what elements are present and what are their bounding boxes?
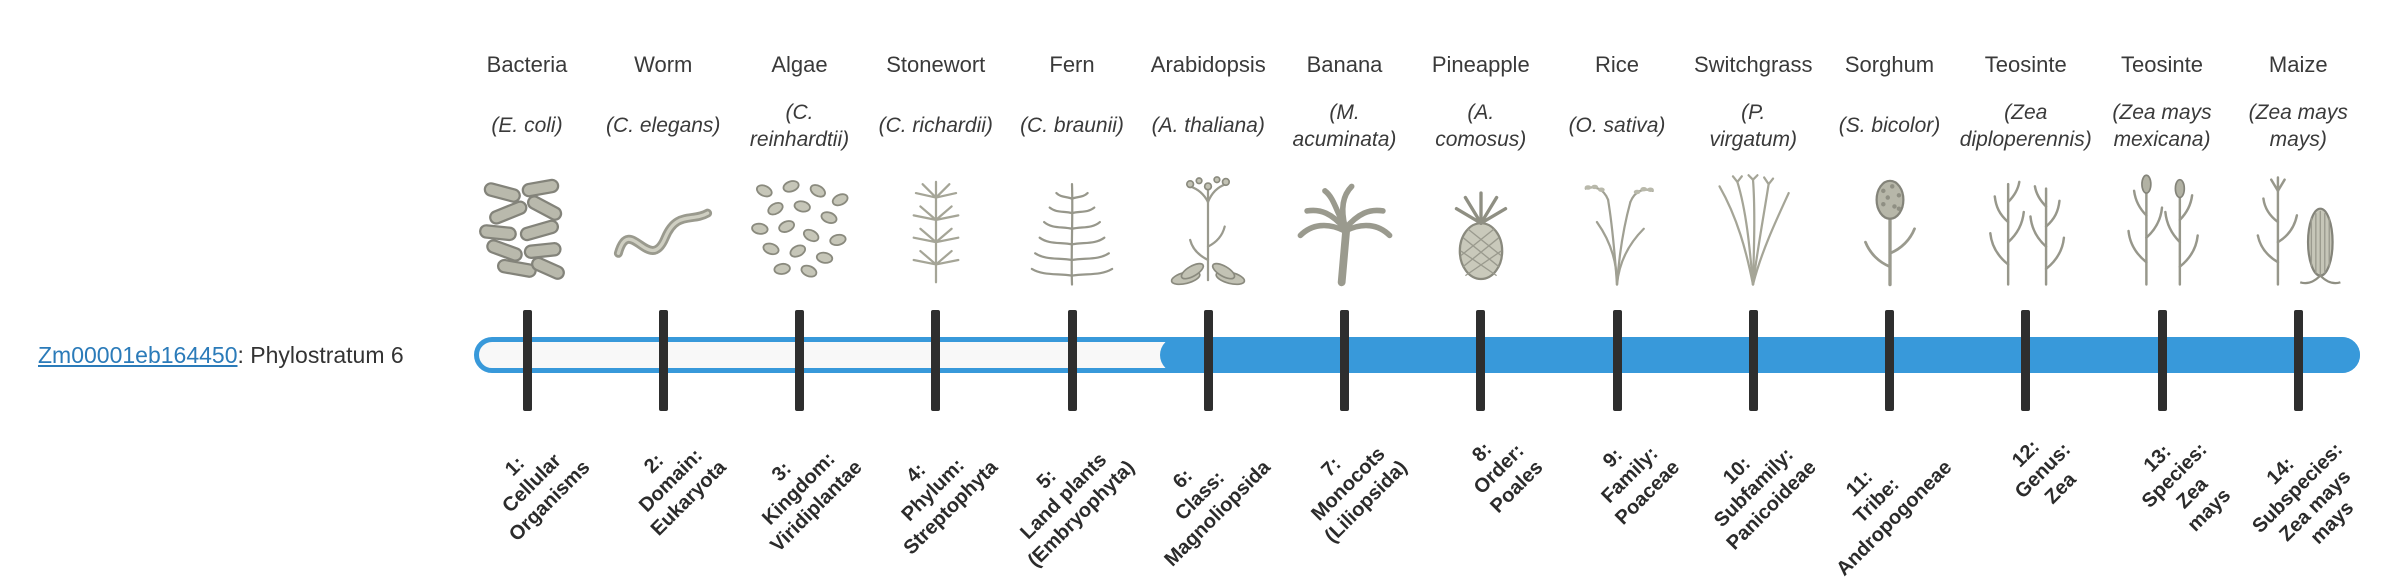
organism-name: Maize <box>2268 52 2328 77</box>
organism-latin-name: (Zea mays mexicana) <box>2112 100 2212 151</box>
phylostratum-tick <box>1748 310 1758 411</box>
phylostratum-tick <box>931 310 941 411</box>
phylostratum-label: 7: Monocots (Liliopsida) <box>1307 443 1412 548</box>
organism-illustration <box>876 172 996 290</box>
organism-illustration <box>2102 172 2222 290</box>
maize-icon <box>2256 176 2341 286</box>
organism-name: Worm <box>634 52 693 77</box>
teosinte-diploperennis-icon <box>1988 180 2065 286</box>
phylostratum-label: 12: Genus: Zea <box>2007 435 2081 509</box>
organism-name: Teosinte <box>2121 52 2203 77</box>
organism-latin-name: (C. braunii) <box>1020 114 1124 138</box>
worm-icon <box>614 208 713 258</box>
rice-icon <box>1584 184 1654 286</box>
organism-latin-name: (P. virgatum) <box>1709 100 1798 151</box>
organism-latin-name: (E. coli) <box>491 114 563 138</box>
organism-illustration <box>1421 172 1541 290</box>
phylostratum-tick <box>2293 310 2303 411</box>
banana-icon <box>1297 183 1392 287</box>
organism-latin-name: (C. richardii) <box>878 114 993 138</box>
phylostratum-tick <box>1203 310 1213 411</box>
organism-latin-name: (Zea mays mays) <box>2248 100 2348 151</box>
teosinte-mexicana-icon <box>2127 174 2199 286</box>
phylostratum-label: 8: Order: Poales <box>1468 438 1548 518</box>
organism-illustration <box>603 172 723 290</box>
phylostratum-tick <box>1885 310 1894 411</box>
phylostratum-tick <box>795 310 804 411</box>
gene-link[interactable]: Zm00001eb164450 <box>38 342 238 368</box>
organism-name: Arabidopsis <box>1150 52 1266 77</box>
fern-icon <box>1030 183 1114 286</box>
phylostratum-label: 10: Subfamily: Panicoideae <box>1709 444 1821 555</box>
organism-illustration <box>1693 172 1813 290</box>
organism-name: Switchgrass <box>1693 52 1813 77</box>
organism-illustration <box>467 172 587 290</box>
phylostratum-label: 1: Cellular Organisms <box>498 449 594 546</box>
organism-name: Sorghum <box>1844 52 1935 77</box>
phylostratum-label: 14: Subspecies: Zea mays mays <box>2248 438 2359 549</box>
phylostratum-label: 3: Kingdom: Viridiplantae <box>758 448 867 557</box>
phylostratum-tick <box>1476 310 1486 411</box>
phylostratum-label: 13: Species: Zea mays <box>2137 438 2235 537</box>
gene-label: Zm00001eb164450: Phylostratum 6 <box>38 341 404 370</box>
organism-name: Stonewort <box>886 52 986 77</box>
organism-illustration <box>740 172 860 290</box>
phylostratum-label: 4: Phylum: Streptophyta <box>898 454 1003 559</box>
organism-latin-name: (C. reinhardtii) <box>749 100 850 151</box>
organism-illustration <box>1966 172 2086 290</box>
phylostratum-label: 11: Tribe: Andropogoneae <box>1832 456 1957 580</box>
phylostratum-label: 9: Family: Poaceae <box>1597 442 1684 530</box>
phylostratum-tick <box>522 310 532 411</box>
organism-name: Algae <box>771 52 828 77</box>
phylostratum-tick <box>1067 310 1077 411</box>
organism-name: Bacteria <box>486 52 568 77</box>
organism-illustration <box>1148 172 1268 290</box>
organism-latin-name: (A. thaliana) <box>1151 114 1265 138</box>
bacteria-icon <box>479 178 565 280</box>
organism-name: Pineapple <box>1431 52 1530 77</box>
phylostratum-tick <box>1612 310 1622 411</box>
organism-latin-name: (Zea diploperennis) <box>1959 100 2092 151</box>
algae-icon <box>750 180 848 278</box>
organism-illustration <box>1830 172 1950 290</box>
organism-latin-name: (S. bicolor) <box>1838 114 1941 138</box>
organism-latin-name: (O. sativa) <box>1568 114 1666 138</box>
organism-latin-name: (C. elegans) <box>606 114 721 138</box>
phylostratum-tick <box>2157 310 2167 411</box>
phylostratum-label: 5: Land plants (Embryophyta) <box>1016 449 1139 572</box>
arabidopsis-icon <box>1170 176 1246 286</box>
organism-illustration <box>1012 172 1132 290</box>
pineapple-icon <box>1454 191 1507 281</box>
organism-illustration <box>1285 172 1405 290</box>
stonewort-icon <box>912 180 960 284</box>
phylostratum-tick <box>1340 310 1349 411</box>
phylostratum-tick <box>658 310 668 411</box>
gene-suffix: : Phylostratum 6 <box>237 342 404 368</box>
phylostratum-label: 6: Class: Magnoliopsida <box>1160 456 1276 571</box>
organism-illustration <box>1557 172 1677 290</box>
organism-name: Teosinte <box>1984 52 2067 77</box>
organism-name: Fern <box>1049 52 1095 77</box>
sorghum-icon <box>1863 179 1916 287</box>
organism-name: Banana <box>1306 52 1383 77</box>
phylostratum-tick <box>2021 310 2031 411</box>
organism-latin-name: (M. acuminata) <box>1292 100 1397 151</box>
switchgrass-icon <box>1718 174 1791 286</box>
organism-name: Rice <box>1594 52 1639 77</box>
organism-latin-name: (A. comosus) <box>1435 100 1527 151</box>
phylostratum-label: 2: Domain: Eukaryota <box>634 444 731 541</box>
organism-illustration <box>2238 172 2358 290</box>
